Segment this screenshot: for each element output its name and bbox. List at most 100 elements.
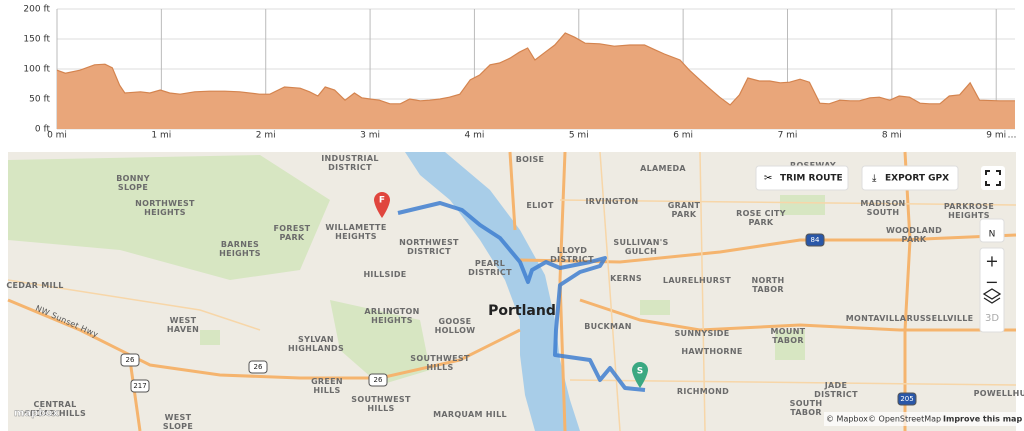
attribution[interactable]: © OpenStreetMap xyxy=(868,415,941,424)
shield-bg xyxy=(248,360,268,374)
trim-route-button[interactable]: ✂ TRIM ROUTE xyxy=(755,165,849,191)
map-label: GREEN HILLS xyxy=(311,377,343,395)
map-label-line: ROSEWAY xyxy=(790,161,836,170)
button-label: TRIM ROUTE xyxy=(780,174,843,184)
map-label-line: HAVEN xyxy=(167,325,199,334)
attribution-bg xyxy=(824,412,1016,426)
map-label: NORTHWEST DISTRICT xyxy=(399,238,459,256)
map-label: BOISE xyxy=(516,155,545,164)
x-tick-label: 4 mi xyxy=(464,131,484,141)
three-d-button[interactable]: 3D xyxy=(985,313,999,324)
map-label: WEST SLOPE xyxy=(163,413,193,431)
elevation-chart: 0 ft 50 ft 100 ft 150 ft 200 ft 0 mi 1 mi 2 mi 3… xyxy=(23,5,1016,141)
map-label: PARKROSE HEIGHTS xyxy=(944,202,994,220)
x-axis-overflow: … xyxy=(1008,131,1017,141)
map-label-line: TABOR xyxy=(752,285,784,294)
route xyxy=(397,201,646,392)
map-label: MADISON SOUTH xyxy=(860,199,905,217)
finish-marker[interactable]: F xyxy=(374,192,390,218)
map-label-line: PARK xyxy=(672,210,697,219)
map-label: INDUSTRIAL DISTRICT xyxy=(321,154,378,172)
compass-label: N xyxy=(989,230,996,240)
map-label-line: DISTRICT xyxy=(814,390,858,399)
map-label-line: INDUSTRIAL xyxy=(321,154,378,163)
map-label: SOUTHWEST HILLS xyxy=(410,354,470,372)
map-label-line: GULCH xyxy=(625,247,657,256)
shield-bg xyxy=(368,373,388,387)
map-label: WILLAMETTE HEIGHTS xyxy=(325,223,386,241)
finish-pin xyxy=(374,192,390,218)
mapbox-logo[interactable]: mapbox xyxy=(14,408,60,419)
map-label-line: SOUTHWEST xyxy=(351,395,411,404)
start-marker[interactable]: S xyxy=(632,362,648,388)
x-tick-label: 1 mi xyxy=(151,131,171,141)
map-label-line: SYLVAN xyxy=(298,335,334,344)
map-label-line: SLOPE xyxy=(163,422,193,431)
map-label-line: HEIGHTS xyxy=(335,232,377,241)
map-label-line: LLOYD xyxy=(557,246,587,255)
map-label-line: NORTHWEST xyxy=(135,199,195,208)
map-label-line: JADE xyxy=(824,381,847,390)
map-label-line: NORTH xyxy=(752,276,785,285)
shield-label: 26 xyxy=(126,356,135,364)
map-label-line: NORTHWEST xyxy=(399,238,459,247)
map-label-line: HILLS xyxy=(426,363,453,372)
map-label-line: ELIOT xyxy=(526,201,554,210)
zoom-in[interactable]: + xyxy=(985,252,998,271)
zoom-out[interactable]: − xyxy=(985,273,998,292)
map-label-line: FOREST xyxy=(274,224,311,233)
button-bg xyxy=(981,166,1005,190)
map-label: WEST HAVEN xyxy=(167,316,199,334)
map-label-line: RICHMOND xyxy=(677,387,729,396)
compass-button[interactable]: N xyxy=(979,218,1005,243)
map-label-line: GREEN xyxy=(311,377,343,386)
map-label-line: MOUNT xyxy=(771,327,806,336)
map-label-line: CEDAR HILLS xyxy=(24,409,86,418)
x-tick-label: 9 mi xyxy=(986,131,1006,141)
x-tick-label: 0 mi xyxy=(47,131,67,141)
map-label: RUSSELLVILLE xyxy=(907,314,974,323)
map-label-line: WOODLAND xyxy=(886,226,942,235)
shield-bg xyxy=(130,379,150,393)
map-label-line: DISTRICT xyxy=(468,268,512,277)
map-label-line: PARK xyxy=(280,233,305,242)
map-label: BARNES HEIGHTS xyxy=(219,240,261,258)
attribution[interactable]: © Mapbox xyxy=(826,415,868,424)
map-label-line: MONTAVILLA xyxy=(846,314,907,323)
export-gpx-button[interactable]: ⤓ EXPORT GPX xyxy=(861,165,959,191)
map-label-line: CEDAR MILL xyxy=(6,281,63,290)
x-tick-label: 5 mi xyxy=(569,131,589,141)
map-label: JADE DISTRICT xyxy=(814,381,858,399)
map-label-line: BUCKMAN xyxy=(584,322,632,331)
map-label-line: IRVINGTON xyxy=(585,197,638,206)
layers-button[interactable] xyxy=(982,288,1002,304)
map-label: FOREST PARK xyxy=(274,224,311,242)
map-label-line: SUNNYSIDE xyxy=(675,329,730,338)
map-label-line: SOUTHWEST xyxy=(410,354,470,363)
y-tick-label: 50 ft xyxy=(29,95,50,105)
map-label: GOOSE HOLLOW xyxy=(435,317,476,335)
map-label-line: DISTRICT xyxy=(550,255,594,264)
map-label-line: WEST xyxy=(170,316,197,325)
map-label: SULLIVAN'S GULCH xyxy=(613,238,668,256)
elevation-line xyxy=(56,32,1015,106)
map-label-line: SLOPE xyxy=(118,183,148,192)
map-label-line: KERNS xyxy=(610,274,642,283)
map-label: LAURELHURST xyxy=(663,276,731,285)
map-label-line: BARNES xyxy=(221,240,259,249)
map-label-line: Portland xyxy=(488,303,556,319)
y-tick-label: 150 ft xyxy=(23,35,50,45)
finish-label: F xyxy=(379,196,385,206)
map-label: BUCKMAN xyxy=(584,322,632,331)
map-label: MOUNT TABOR xyxy=(771,327,806,345)
attribution[interactable]: Improve this map xyxy=(943,415,1022,424)
button-bg xyxy=(861,165,959,191)
map-label: ROSEWAY xyxy=(790,161,836,170)
map-label: HAWTHORNE xyxy=(681,347,742,356)
map-label-line: CENTRAL xyxy=(33,400,76,409)
map-label-line: ALAMEDA xyxy=(640,164,686,173)
fullscreen-button[interactable] xyxy=(981,166,1005,190)
map-label-line: HEIGHTS xyxy=(371,316,413,325)
